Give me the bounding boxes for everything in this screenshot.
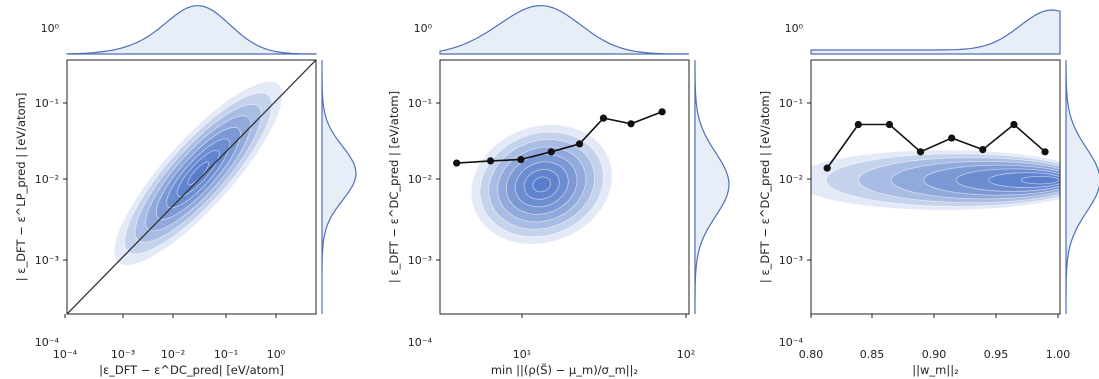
x-tick-label: 10¹ (513, 348, 531, 361)
trend-point (547, 148, 555, 156)
trend-point (575, 140, 584, 148)
x-tick-label: 0.95 (984, 348, 1009, 361)
density-contour (825, 153, 1060, 207)
y-tick-label: 10⁻² (408, 173, 432, 186)
x-tick-label: 10⁻⁴ (53, 348, 78, 361)
x-tick-label: 10⁻¹ (214, 348, 238, 361)
trend-point (979, 145, 987, 154)
identity-line (67, 60, 316, 314)
trend-point (658, 108, 666, 116)
y-tick-label: 10⁻³ (779, 254, 803, 267)
density-contour (145, 115, 252, 232)
top-marginal-density (810, 9, 1061, 55)
y-tick-label: 10⁰ (785, 22, 804, 35)
right-marginal-density (694, 60, 730, 314)
x-tick-label: 0.90 (922, 348, 947, 361)
y-tick-label: 10⁰ (41, 22, 60, 35)
density-contours (113, 80, 283, 266)
x-tick-label: 0.85 (860, 348, 885, 361)
plot-frame (810, 59, 1061, 315)
trend-point (948, 134, 956, 142)
density-contour (1020, 175, 1060, 185)
trend-point (1041, 148, 1049, 156)
density-contour (890, 160, 1060, 200)
chart-panel-1: 10⁻⁴ 10⁻³ 10⁻² 10⁻¹ 10⁰ 10⁻⁴ 10⁻³ 10⁻² 10⁻¹ 10⁰ |ε… (14, 5, 357, 377)
right-marginal-density (1065, 60, 1099, 314)
trend-line (456, 111, 663, 164)
chart-panel-3: 10⁻⁴ 10⁻³ 10⁻² 10⁻¹ 10⁰ 0.80 0.85 0.90 0.95 1.00 |… (758, 9, 1099, 377)
trend-point (916, 148, 925, 156)
y-tick-label: 10⁻³ (408, 254, 432, 267)
density-contour (532, 176, 551, 193)
y-tick-label: 10⁻² (35, 173, 59, 186)
density-contour (523, 169, 560, 200)
trend-point (517, 155, 525, 164)
x-tick-label: 1.00 (1046, 348, 1071, 361)
density-contour (134, 103, 262, 243)
trend-point (486, 157, 495, 165)
density-contours (811, 149, 1060, 211)
y-tick-label: 10⁻¹ (35, 97, 59, 110)
x-tick-label: 0.80 (799, 348, 824, 361)
density-contour (176, 149, 220, 197)
density-contour (470, 124, 613, 245)
top-marginal-density (439, 4, 690, 55)
density-contour (497, 146, 587, 223)
plot-frame (439, 59, 690, 315)
x-axis-label: ||w_m||₂ (912, 363, 958, 377)
trend-point (885, 120, 894, 129)
y-axis-label: | ε_DFT − ε^DC_pred | [eV/atom] (758, 91, 772, 283)
y-tick-label: 10⁻³ (35, 254, 59, 267)
y-tick-label: 10⁻¹ (779, 97, 803, 110)
trend-point (599, 114, 608, 122)
y-tick-label: 10⁻² (779, 173, 803, 186)
trend-line (826, 123, 1046, 169)
y-tick-label: 10⁻⁴ (408, 336, 433, 349)
right-marginal-density (321, 60, 357, 314)
x-tick-label: 10⁻³ (111, 348, 135, 361)
density-contour (166, 138, 231, 209)
y-axis-label: | ε_DFT − ε^LP_pred | [eV/atom] (14, 93, 28, 282)
plot-frame (66, 59, 317, 315)
density-contour (479, 131, 604, 238)
density-contours (470, 124, 613, 245)
top-marginal-density (66, 5, 317, 55)
x-tick-label: 10⁻² (161, 348, 185, 361)
x-tick-label: 10² (677, 348, 695, 361)
trend-point (854, 120, 862, 129)
trend-point (453, 159, 461, 167)
trend-point (823, 164, 831, 172)
y-tick-label: 10⁻¹ (408, 97, 432, 110)
density-contour (155, 126, 241, 220)
chart-panel-2: 10⁻⁴ 10⁻³ 10⁻² 10⁻¹ 10⁰ 10¹ 10² min ||(ρ(S̃) − … (387, 4, 730, 377)
x-axis-label: min ||(ρ(S̃) − μ_m)/σ_m||₂ (491, 363, 638, 377)
x-tick-label: 10⁰ (267, 348, 286, 361)
trend-point (1010, 120, 1018, 129)
density-contour (955, 168, 1060, 192)
y-tick-label: 10⁻⁴ (779, 336, 804, 349)
y-tick-label: 10⁰ (414, 22, 433, 35)
x-axis-label: |ε_DFT − ε^DC_pred| [eV/atom] (99, 363, 284, 377)
trend-point (627, 120, 635, 128)
y-axis-label: | ε_DFT − ε^DC_pred | [eV/atom] (387, 91, 401, 283)
y-tick-label: 10⁻⁴ (35, 336, 60, 349)
